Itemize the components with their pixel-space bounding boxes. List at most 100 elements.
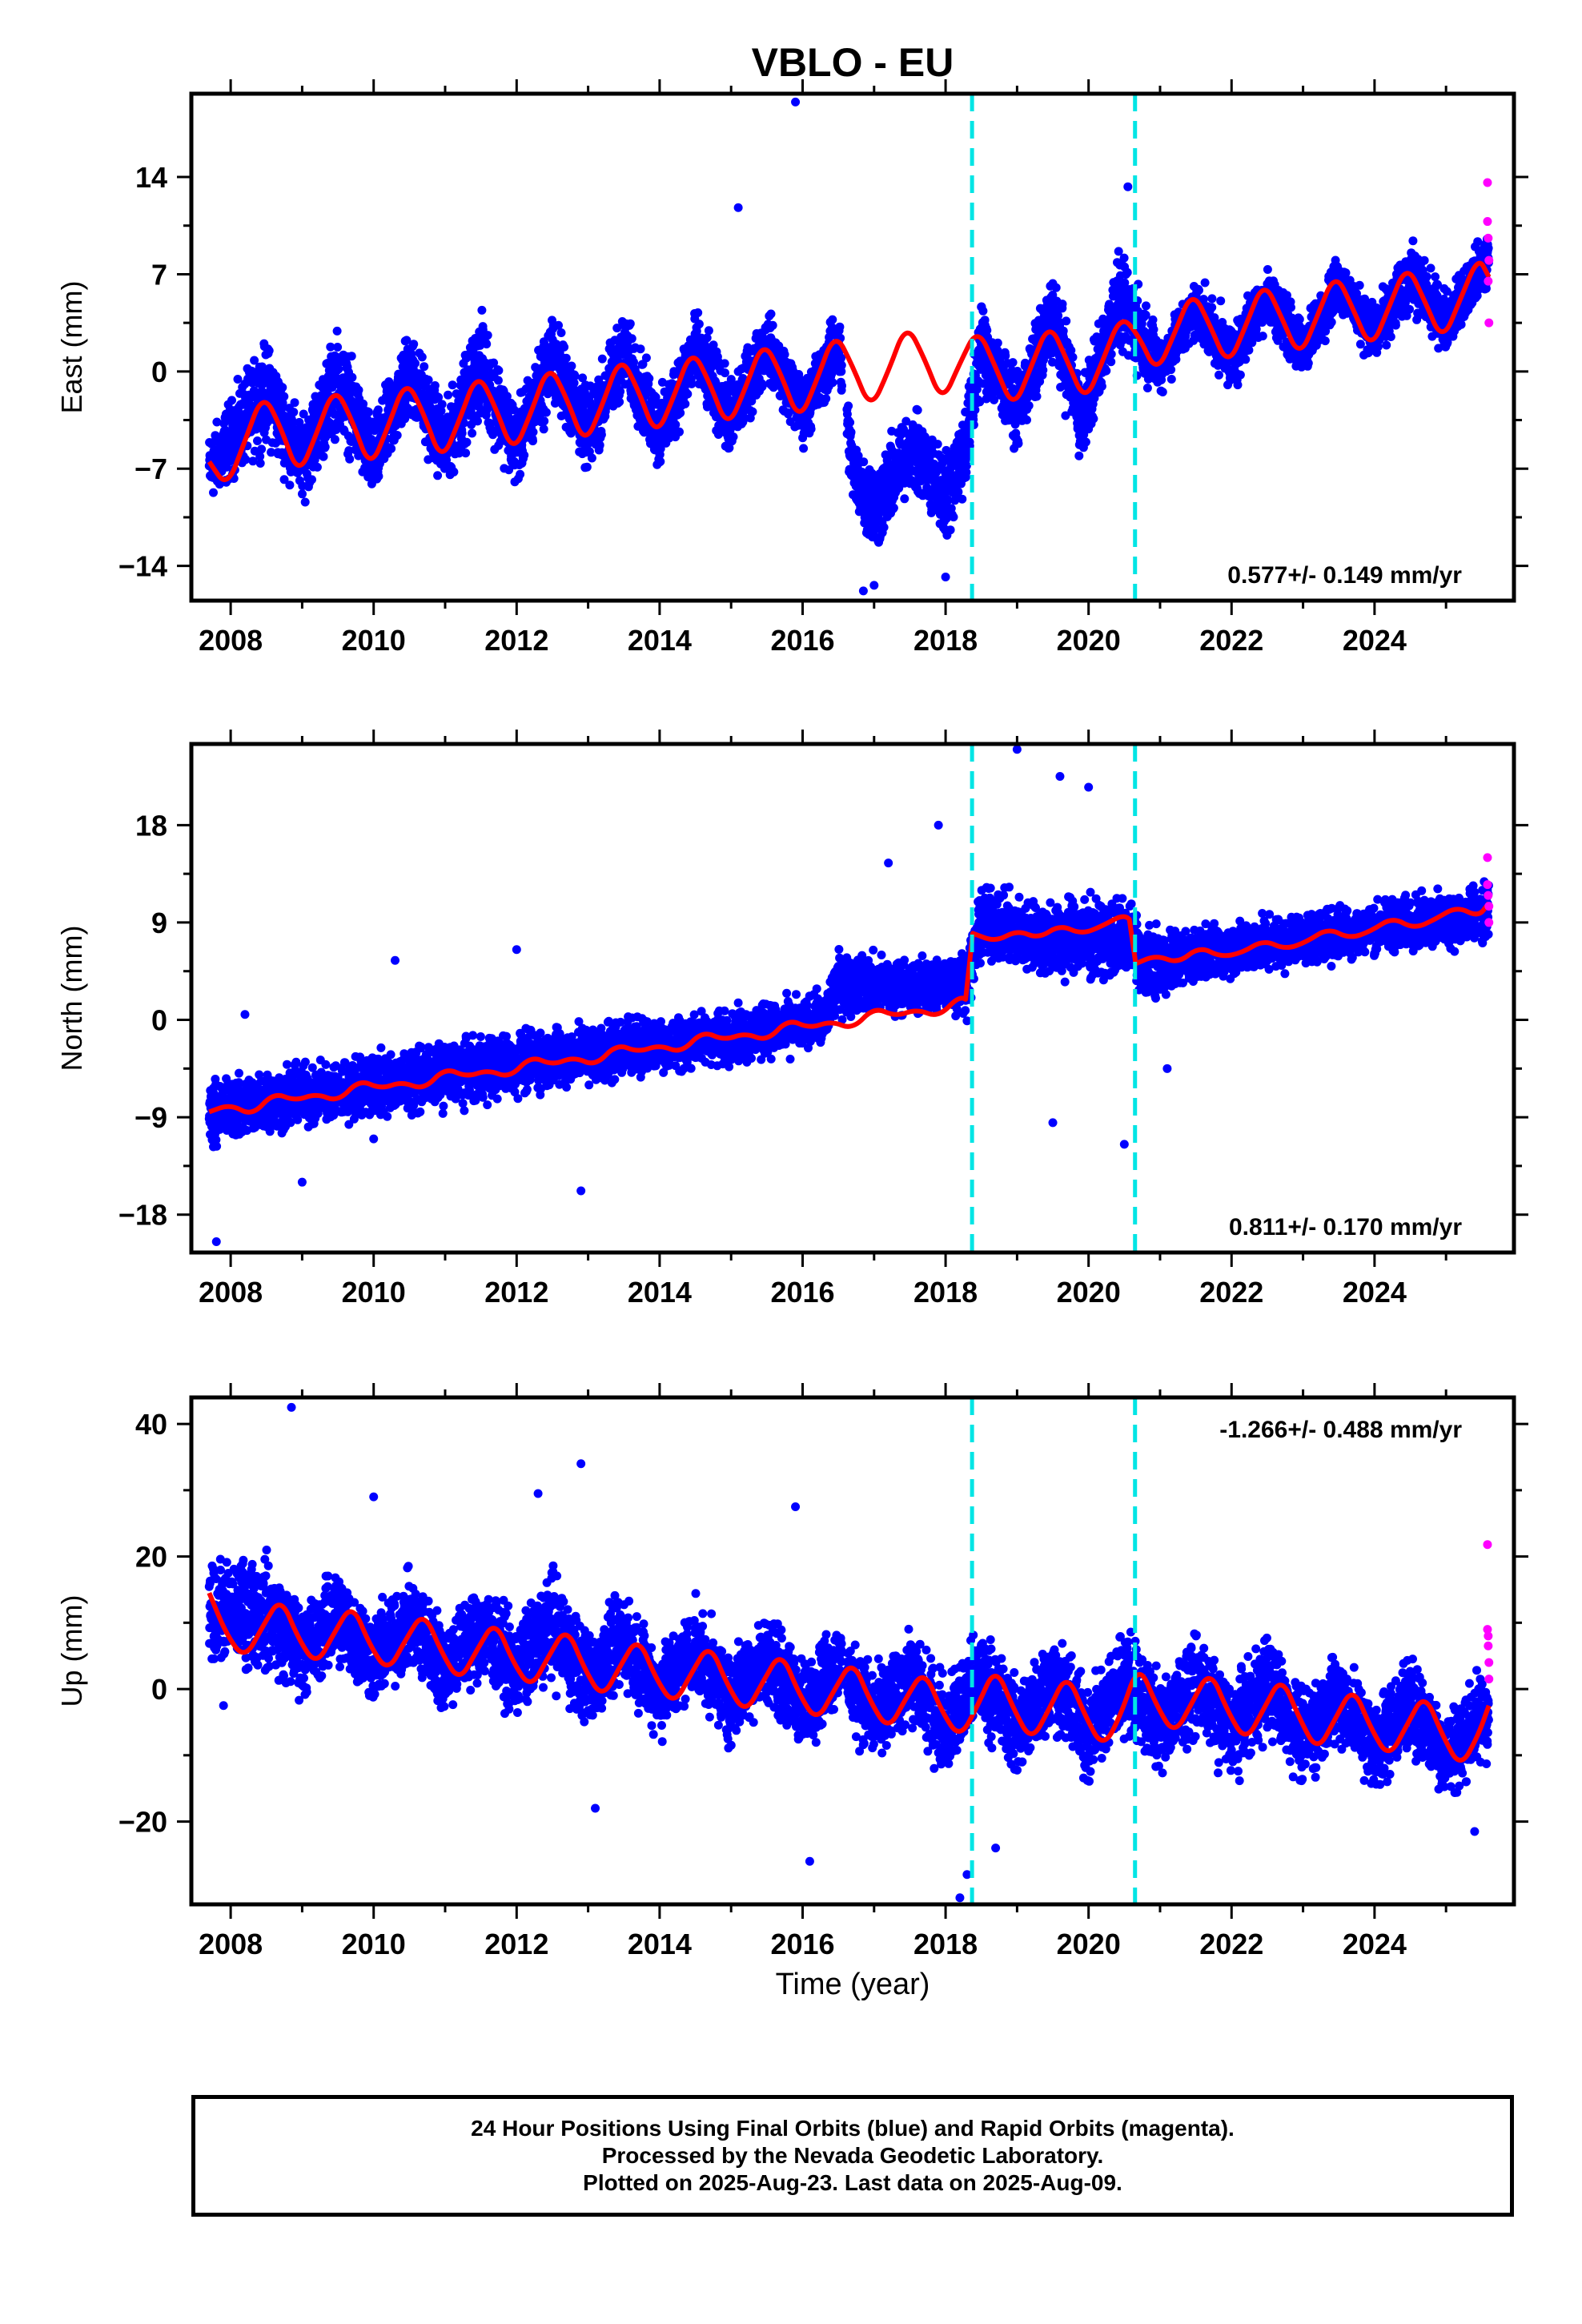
final-point (990, 395, 999, 404)
final-point (420, 362, 429, 372)
final-point (701, 340, 709, 350)
final-point (946, 525, 955, 535)
final-point (913, 405, 922, 415)
final-point (720, 359, 729, 368)
final-point (828, 378, 837, 388)
final-point (962, 461, 971, 471)
final-point (457, 428, 467, 438)
east-panel: 2008 2010 2012 2014 2016 2018 2020 2022 2024−14−… (55, 79, 1528, 657)
final-point (364, 408, 373, 417)
final-point (768, 320, 777, 330)
final-point (290, 398, 299, 408)
final-point (962, 468, 971, 477)
final-point (806, 424, 816, 434)
final-point (596, 430, 606, 440)
final-point (651, 392, 661, 402)
final-point (267, 448, 276, 457)
final-point (1149, 324, 1158, 334)
final-point (528, 428, 538, 436)
final-point (721, 368, 729, 378)
final-point (748, 407, 757, 416)
final-point (975, 397, 985, 407)
final-point (587, 453, 596, 463)
final-point (920, 432, 930, 441)
final-point (1097, 381, 1106, 391)
final-point (554, 320, 563, 330)
final-point (570, 372, 580, 380)
final-point (461, 448, 471, 458)
final-point (1068, 352, 1078, 362)
final-point (889, 503, 898, 513)
final-point (347, 352, 356, 361)
final-point (954, 487, 963, 497)
final-point (656, 456, 665, 466)
final-point (879, 523, 889, 532)
final-point (656, 444, 665, 453)
final-point (520, 450, 529, 460)
final-point (900, 494, 909, 504)
final-point (392, 431, 402, 440)
final-point (344, 446, 354, 456)
final-point (288, 417, 298, 427)
final-point (729, 432, 738, 441)
final-point (567, 361, 576, 371)
final-point (233, 375, 243, 384)
final-point (494, 366, 504, 376)
final-point (1081, 437, 1090, 447)
final-point (556, 328, 566, 337)
final-point (943, 496, 953, 505)
final-point (1008, 358, 1018, 368)
final-point (279, 475, 289, 485)
final-point (859, 457, 869, 467)
final-point (1054, 311, 1063, 320)
final-point (835, 322, 845, 332)
final-point (578, 373, 588, 383)
final-point (784, 409, 793, 419)
final-point (644, 374, 654, 384)
final-point (255, 459, 265, 468)
final-point (319, 452, 328, 461)
final-point (539, 424, 548, 434)
final-point (1001, 351, 1010, 360)
final-point (845, 418, 855, 427)
final-point (448, 380, 457, 390)
final-point (1102, 366, 1111, 376)
final-point (289, 408, 299, 417)
final-point (1141, 310, 1150, 320)
final-point (837, 367, 846, 376)
final-point (1089, 414, 1098, 424)
final-point (1106, 349, 1116, 359)
final-point (629, 357, 638, 367)
final-point (250, 356, 259, 365)
final-point (1014, 439, 1023, 448)
final-point (725, 443, 734, 452)
final-point (757, 382, 767, 392)
final-point (844, 401, 853, 411)
final-point (702, 333, 712, 343)
final-point (279, 392, 289, 401)
final-point (1142, 384, 1152, 392)
final-point (433, 471, 443, 480)
final-point (387, 444, 396, 453)
final-point (676, 408, 685, 418)
final-point (704, 326, 713, 336)
final-point (285, 480, 295, 490)
final-point (444, 390, 453, 400)
final-point (477, 305, 487, 315)
final-point (409, 340, 419, 349)
final-point (330, 435, 339, 444)
final-point (853, 451, 863, 460)
final-point (248, 456, 258, 466)
final-point (1024, 401, 1034, 410)
final-point (569, 378, 579, 388)
final-point (837, 360, 846, 370)
final-point (1119, 253, 1129, 263)
final-point (468, 428, 477, 438)
final-point (1066, 346, 1076, 355)
final-point (264, 346, 274, 356)
final-point (374, 472, 383, 481)
final-point (541, 408, 551, 417)
final-point (1137, 319, 1146, 328)
final-point (299, 409, 308, 419)
